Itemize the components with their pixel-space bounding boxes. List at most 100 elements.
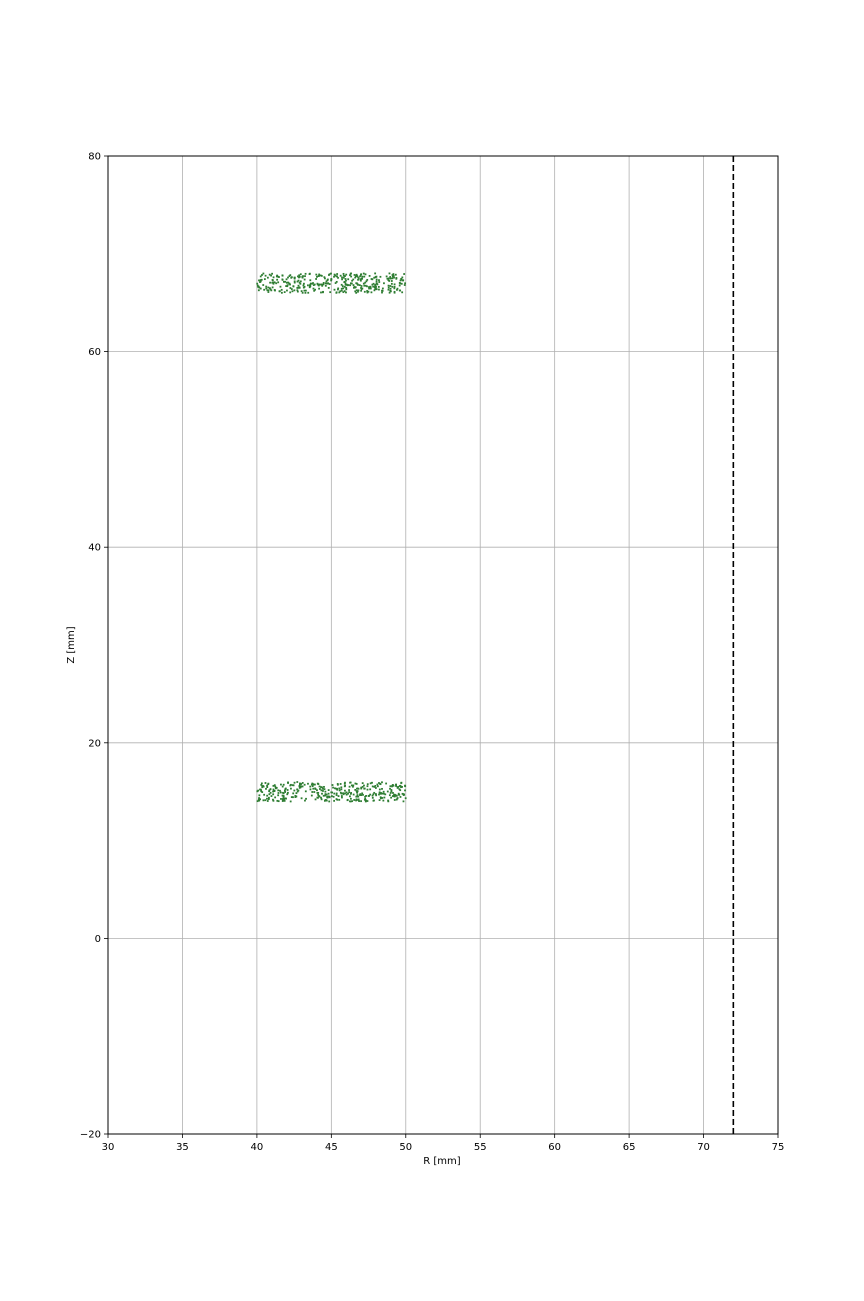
- scatter-point: [352, 793, 355, 796]
- scatter-point: [353, 286, 355, 289]
- scatter-point: [282, 798, 284, 800]
- scatter-point: [378, 799, 381, 801]
- scatter-point: [361, 277, 364, 280]
- scatter-point: [338, 787, 341, 790]
- scatter-point: [288, 282, 291, 285]
- scatter-point: [261, 786, 264, 789]
- scatter-point: [272, 799, 275, 802]
- scatter-point: [312, 287, 315, 290]
- scatter-point: [375, 793, 377, 795]
- scatter-point: [270, 289, 273, 292]
- scatter-point: [366, 285, 368, 288]
- scatter-point: [289, 287, 292, 289]
- scatter-point: [389, 289, 392, 292]
- scatter-point: [295, 792, 298, 795]
- scatter-point: [348, 785, 351, 788]
- scatter-point: [258, 286, 261, 289]
- scatter-point: [308, 286, 311, 289]
- scatter-point: [394, 794, 397, 796]
- scatter-point: [301, 291, 304, 294]
- scatter-point: [388, 291, 391, 294]
- scatter-point: [288, 275, 291, 277]
- scatter-point: [352, 785, 354, 788]
- scatter-point: [321, 283, 324, 286]
- scatter-point: [378, 788, 381, 791]
- scatter-point: [271, 281, 274, 284]
- scatter-point: [360, 289, 363, 292]
- scatter-point: [323, 276, 326, 279]
- scatter-point: [338, 291, 341, 294]
- scatter-point: [381, 797, 384, 799]
- scatter-point: [332, 786, 334, 789]
- points-layer: [256, 272, 407, 803]
- scatter-point: [322, 790, 324, 792]
- scatter-point: [376, 783, 379, 786]
- scatter-point: [330, 278, 333, 281]
- scatter-point: [349, 284, 352, 287]
- scatter-point: [263, 793, 266, 796]
- scatter-point: [311, 282, 313, 285]
- scatter-point: [361, 782, 364, 785]
- scatter-point: [296, 289, 299, 292]
- scatter-point: [342, 274, 345, 277]
- scatter-point: [311, 791, 314, 793]
- scatter-point: [365, 280, 368, 283]
- scatter-point: [324, 277, 326, 280]
- plot-frame: [107, 155, 779, 1135]
- scatter-point: [290, 288, 293, 290]
- scatter-point: [389, 792, 392, 794]
- scatter-point: [401, 291, 404, 294]
- scatter-point: [269, 288, 272, 291]
- scatter-point: [373, 276, 376, 279]
- scatter-point: [391, 285, 394, 288]
- scatter-point: [392, 275, 394, 278]
- scatter-point: [283, 797, 286, 800]
- scatter-point: [349, 282, 352, 285]
- scatter-point: [282, 280, 285, 283]
- scatter-point: [285, 285, 288, 287]
- scatter-point: [298, 286, 301, 289]
- x-tick-label: 45: [325, 1142, 338, 1153]
- scatter-point: [337, 795, 340, 798]
- scatter-point: [372, 285, 375, 288]
- scatter-point: [321, 284, 324, 287]
- scatter-point: [349, 800, 352, 803]
- scatter-point: [257, 289, 260, 292]
- scatter-point: [375, 794, 378, 797]
- scatter-point: [397, 793, 400, 796]
- scatter-point: [314, 288, 316, 291]
- scatter-point: [286, 285, 289, 288]
- scatter-point: [270, 274, 272, 277]
- scatter-point: [338, 798, 341, 801]
- scatter-point: [396, 287, 399, 290]
- scatter-point: [346, 799, 349, 802]
- scatter-point: [388, 277, 390, 280]
- scatter-point: [334, 274, 337, 277]
- scatter-point: [333, 792, 336, 795]
- scatter-point: [264, 799, 267, 802]
- scatter-point: [355, 795, 358, 798]
- scatter-point: [297, 279, 300, 282]
- scatter-point: [313, 289, 316, 292]
- scatter-point: [366, 291, 369, 294]
- scatter-point: [281, 278, 284, 281]
- scatter-point: [345, 283, 348, 286]
- scatter-point: [348, 791, 351, 794]
- scatter-point: [279, 789, 281, 792]
- scatter-point: [266, 794, 269, 797]
- scatter-point: [328, 796, 331, 799]
- scatter-point: [273, 784, 276, 787]
- scatter-point: [289, 800, 292, 803]
- scatter-point: [361, 792, 364, 795]
- scatter-point: [277, 800, 280, 803]
- scatter-point: [388, 272, 391, 275]
- scatter-point: [378, 782, 380, 784]
- scatter-point: [312, 284, 315, 286]
- scatter-point: [345, 279, 347, 282]
- scatter-point: [309, 788, 312, 791]
- scatter-point: [384, 793, 387, 796]
- scatter-point: [349, 797, 352, 800]
- scatter-point: [343, 785, 346, 788]
- scatter-point: [300, 797, 303, 800]
